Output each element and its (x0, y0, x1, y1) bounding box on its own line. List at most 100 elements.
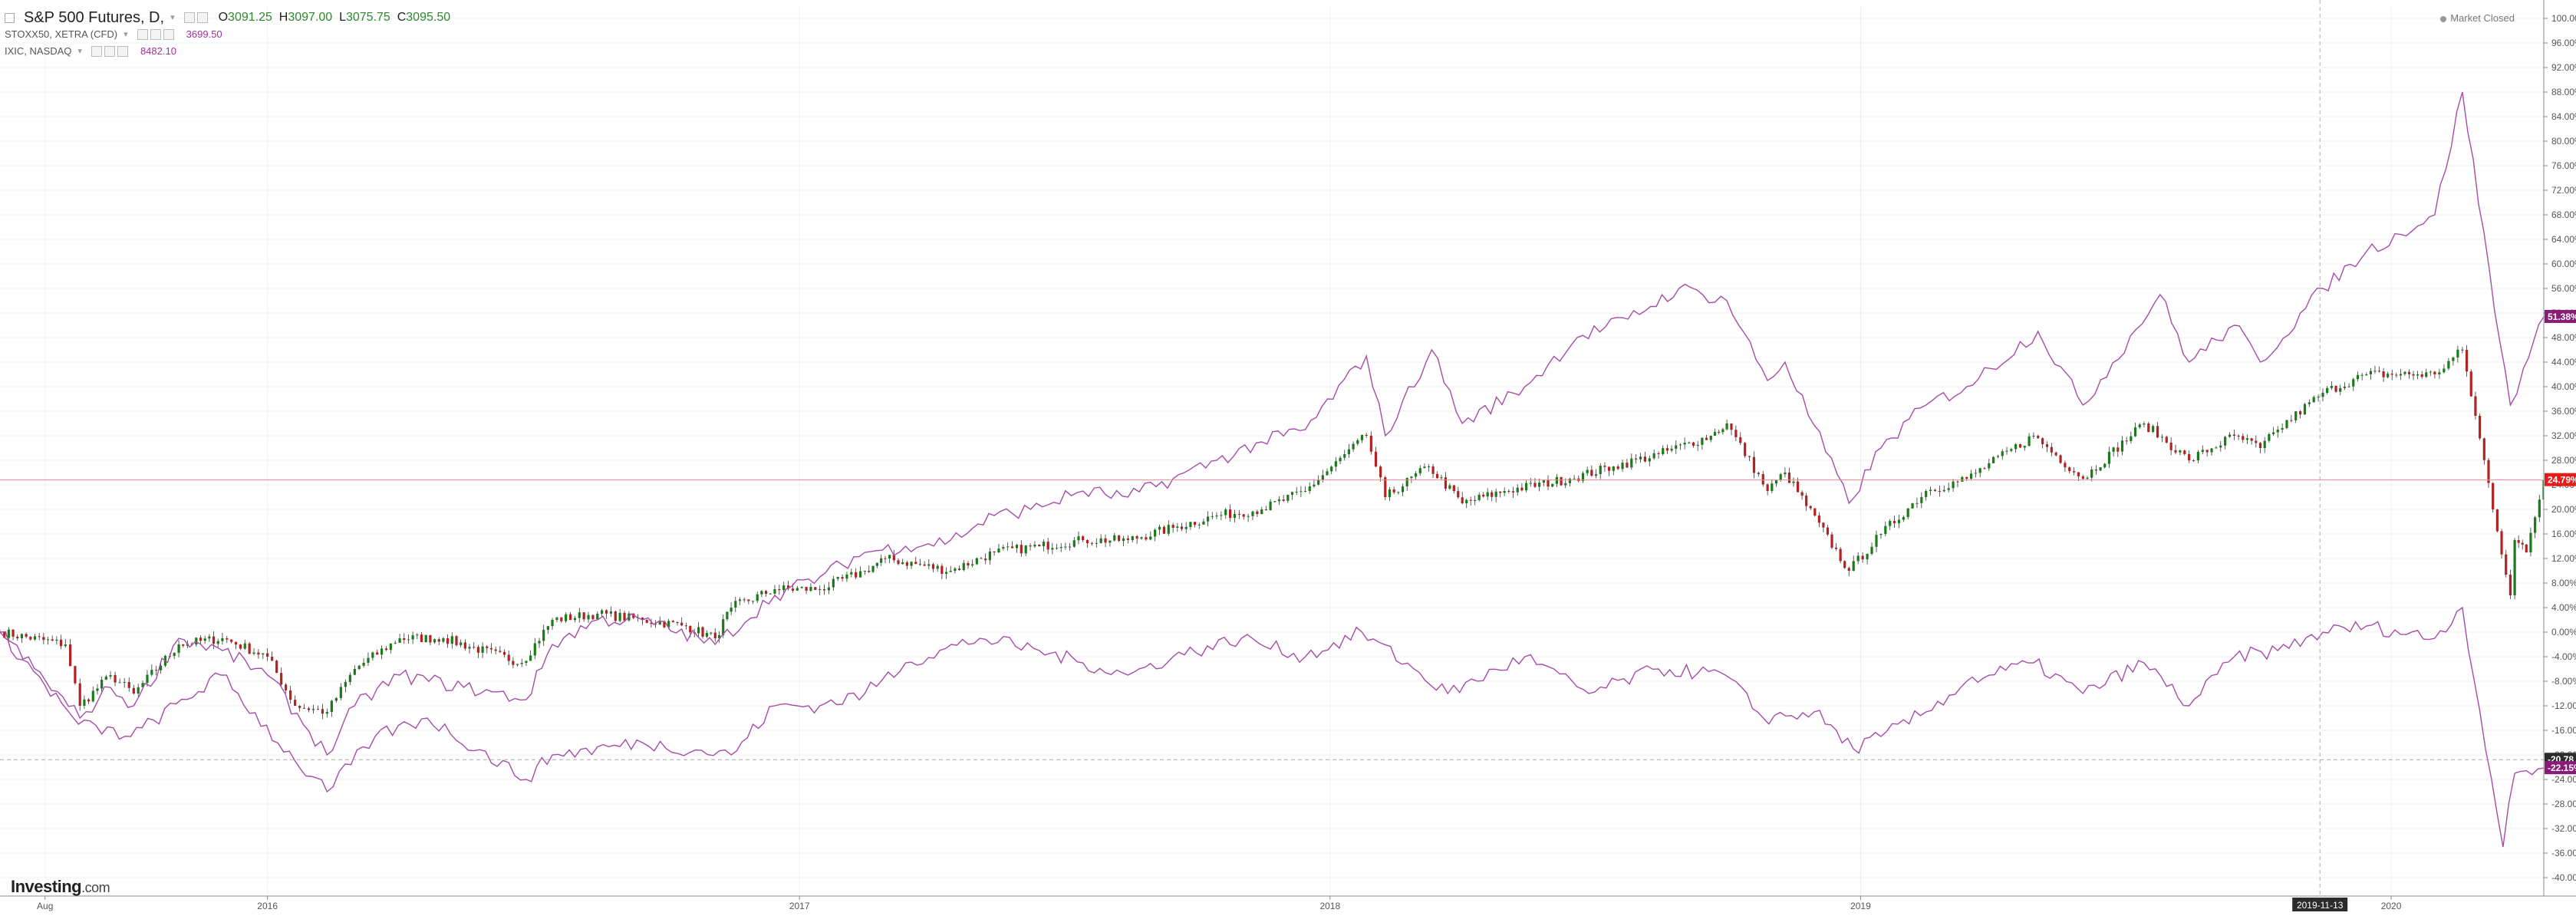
candle-up (221, 638, 224, 641)
settings-icon[interactable] (150, 29, 161, 40)
candle-up (1879, 534, 1883, 535)
candle-up (1866, 553, 1869, 560)
chevron-down-icon[interactable]: ▾ (77, 47, 82, 56)
candle-down (684, 625, 687, 627)
candle-down (1374, 451, 1378, 467)
y-tick-label: 96.00% (2551, 38, 2576, 48)
candle-down (1560, 476, 1563, 486)
candle-up (1167, 525, 1170, 534)
candle-up (601, 610, 604, 614)
candle-down (1744, 443, 1747, 456)
candle-down (302, 707, 306, 709)
candle-up (1929, 489, 1932, 491)
price-badge-label: 51.38% (2548, 311, 2576, 322)
remove-series-icon[interactable] (117, 46, 128, 57)
candle-down (2517, 540, 2520, 543)
candle-up (1197, 524, 1201, 526)
settings-icon[interactable] (196, 12, 208, 23)
candle-up (997, 549, 1000, 552)
candle-up (2452, 358, 2455, 361)
candle-up (2303, 404, 2307, 415)
candle-down (455, 636, 458, 645)
candle-up (901, 562, 904, 565)
candle-up (348, 674, 351, 682)
candle-up (2447, 361, 2450, 369)
candle-up (2294, 411, 2298, 420)
candle-down (2045, 444, 2049, 447)
settings-icon[interactable] (104, 46, 115, 57)
candle-up (1211, 516, 1214, 517)
candle-up (2343, 386, 2347, 388)
candle-down (1657, 453, 1660, 454)
candle-down (16, 636, 19, 638)
candle-up (1108, 540, 1112, 543)
candle-up (1992, 456, 1995, 463)
candle-down (2508, 575, 2512, 595)
candle-down (645, 620, 648, 623)
candle-down (747, 599, 750, 601)
candle-down (1608, 466, 1611, 471)
candle-down (1933, 489, 1937, 491)
candle-up (1113, 535, 1116, 541)
candle-down (266, 653, 269, 657)
candle-up (1055, 548, 1059, 549)
chevron-down-icon[interactable]: ▾ (124, 30, 128, 39)
hide-series-icon[interactable] (137, 29, 148, 40)
candle-up (1360, 434, 1364, 440)
legend-symbol-main[interactable]: S&P 500 Futures, D, (24, 9, 165, 26)
candle-down (2395, 374, 2398, 376)
collapse-legend-icon[interactable] (5, 12, 15, 23)
candle-down (502, 651, 506, 655)
candle-up (83, 699, 86, 706)
candle-down (1800, 492, 1804, 496)
candle-up (2107, 451, 2111, 464)
candle-up (773, 589, 776, 594)
candle-up (2023, 446, 2026, 448)
legend-symbol-stoxx[interactable]: STOXX50, XETRA (CFD) (5, 28, 118, 40)
candle-up (1072, 540, 1076, 547)
candle-up (1189, 522, 1192, 527)
candle-down (2242, 436, 2245, 440)
y-tick-label: 88.00% (2551, 87, 2576, 97)
candle-up (2339, 387, 2342, 392)
candle-down (2237, 436, 2240, 437)
candle-down (1242, 514, 1245, 517)
legend-symbol-ixic[interactable]: IXIC, NASDAQ (5, 45, 72, 57)
candle-down (2174, 450, 2177, 453)
candle-down (914, 562, 917, 565)
candle-up (1251, 511, 1254, 516)
candle-up (407, 639, 410, 641)
candle-up (2010, 449, 2013, 451)
candle-up (2263, 440, 2266, 448)
hide-series-icon[interactable] (91, 46, 102, 57)
candle-down (307, 708, 311, 710)
candle-up (1397, 492, 1400, 493)
candle-up (1696, 444, 1699, 446)
candle-down (2407, 371, 2411, 374)
candle-down (582, 612, 585, 620)
hide-series-icon[interactable] (183, 12, 195, 23)
candle-down (2258, 443, 2262, 448)
candle-up (1286, 495, 1290, 501)
candle-down (2192, 460, 2196, 461)
candle-up (367, 657, 370, 663)
candle-up (311, 709, 315, 710)
candle-down (2469, 371, 2472, 397)
y-tick-label: 68.00% (2551, 209, 2576, 220)
candle-up (325, 712, 328, 714)
y-tick-label: 40.00% (2551, 381, 2576, 392)
crosshair-date-bg (2292, 898, 2348, 911)
candle-down (1787, 473, 1791, 483)
candle-up (2369, 371, 2372, 374)
remove-series-icon[interactable] (163, 29, 174, 40)
candle-up (734, 601, 737, 608)
candle-up (1317, 479, 1320, 485)
candle-up (353, 669, 356, 675)
candle-down (463, 642, 466, 649)
candle-up (1713, 431, 1717, 436)
candle-down (127, 681, 130, 688)
candle-down (791, 588, 795, 591)
chevron-down-icon[interactable]: ▾ (170, 13, 175, 22)
